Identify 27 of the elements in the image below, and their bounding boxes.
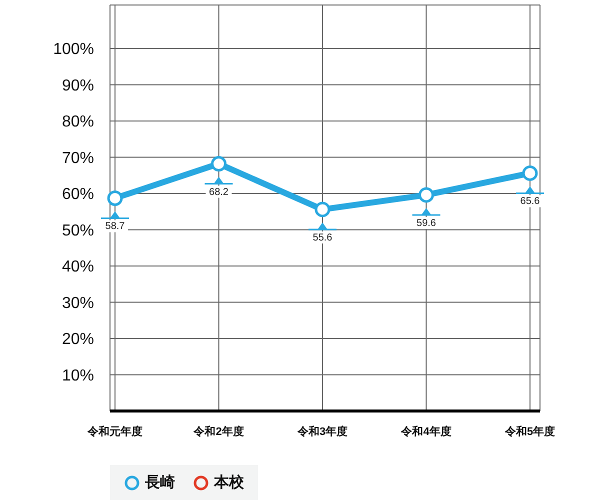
legend-label: 本校 xyxy=(214,473,244,492)
data-label: 68.2 xyxy=(209,186,229,198)
point xyxy=(107,190,123,206)
y-tick-label: 20% xyxy=(62,331,94,348)
data-label: 55.6 xyxy=(312,232,333,244)
data-label: 58.7 xyxy=(105,221,126,232)
y-tick-label: 100% xyxy=(53,41,94,58)
point xyxy=(418,187,434,203)
x-tick-label: 令和4年度 xyxy=(400,424,452,438)
point xyxy=(522,165,538,181)
y-tick-label: 50% xyxy=(62,222,94,240)
legend-label: 長崎 xyxy=(145,473,175,492)
x-tick-label: 令和2年度 xyxy=(192,424,244,438)
y-tick-label: 70% xyxy=(62,150,94,167)
x-tick-label: 令和5年度 xyxy=(504,424,556,438)
point xyxy=(314,202,330,218)
x-tick-label: 令和3年度 xyxy=(296,424,348,438)
y-tick-label: 60% xyxy=(62,186,94,204)
point xyxy=(211,156,226,172)
y-tick-label: 80% xyxy=(62,114,94,131)
y-tick-label: 10% xyxy=(62,367,94,384)
data-label: 65.6 xyxy=(520,196,540,208)
y-tick-label: 40% xyxy=(62,258,94,276)
data-label: 59.6 xyxy=(416,218,436,229)
y-tick-label: 90% xyxy=(62,77,94,94)
x-tick-label: 令和元年度 xyxy=(86,424,142,438)
y-tick-label: 30% xyxy=(62,294,94,312)
